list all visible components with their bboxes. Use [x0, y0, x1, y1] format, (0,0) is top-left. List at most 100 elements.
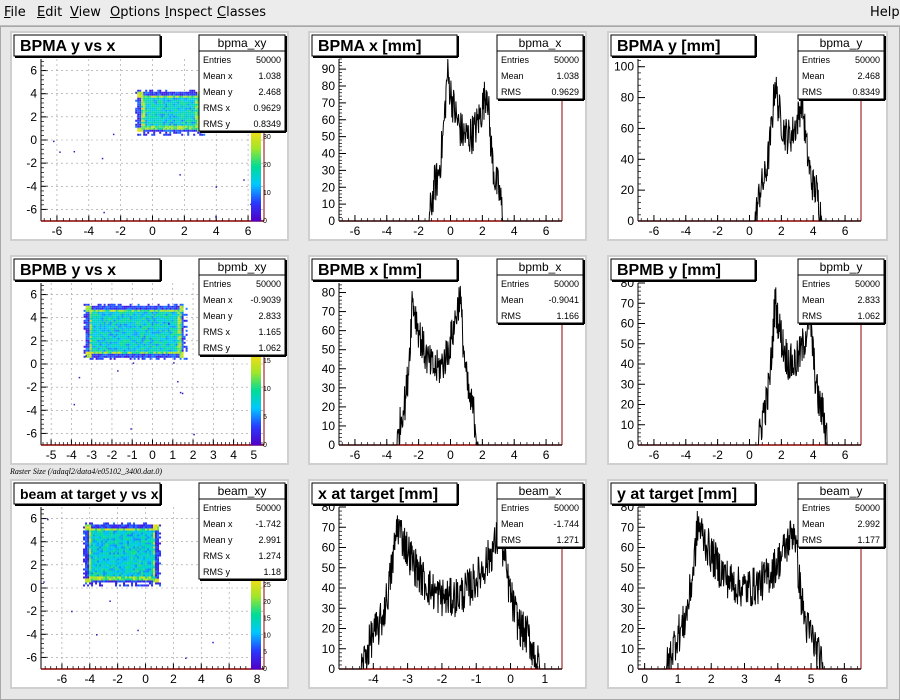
- heatmap-cell: [173, 337, 176, 340]
- heatmap-cell: [115, 347, 118, 350]
- heatmap-cell: [193, 121, 196, 124]
- heatmap-cell: [91, 353, 94, 356]
- chart-panel-bpma_y[interactable]: -6 -4 -2 0 2 4 6 0 20 40 60 80 100 BPMA y [mm] bpma_y E…: [607, 31, 888, 241]
- heatmap-cell: [87, 307, 90, 310]
- heatmap-cell: [151, 107, 154, 110]
- heatmap-cell: [137, 321, 140, 324]
- x-tick-label: -1: [127, 448, 138, 462]
- heatmap-cell: [169, 333, 172, 336]
- heatmap-cell: [123, 353, 126, 356]
- heatmap-cell: [125, 315, 128, 318]
- heatmap-cell: [193, 113, 196, 116]
- heatmap-cell: [153, 321, 156, 324]
- heatmap-cell: [181, 133, 184, 136]
- heatmap-cell: [173, 121, 176, 124]
- heatmap-outlier: [173, 362, 175, 364]
- heatmap-cell: [131, 576, 134, 579]
- heatmap-cell: [123, 542, 126, 545]
- chart-panel-bpmb_y[interactable]: -6 -4 -2 0 2 4 6 0 10 20 30 40 50 60 70 80 BPMB y [mm] bp…: [607, 255, 888, 465]
- heatmap-cell: [105, 528, 108, 531]
- heatmap-cell: [179, 353, 182, 356]
- heatmap-cell: [133, 574, 136, 577]
- heatmap-cell: [87, 526, 90, 529]
- heatmap-cell: [133, 536, 136, 539]
- heatmap-cell: [149, 574, 152, 577]
- heatmap-cell: [93, 554, 96, 557]
- heatmap-cell: [147, 131, 150, 134]
- heatmap-cell: [127, 540, 130, 543]
- heatmap-cell: [167, 319, 170, 322]
- chart-panel-bpma_x[interactable]: -6 -4 -2 0 2 4 6 0 10 20 30 40 50 60 70 80 90 BPMA x [mm]…: [308, 31, 587, 241]
- heatmap-cell: [145, 552, 148, 555]
- heatmap-cell: [157, 107, 160, 110]
- heatmap-cell: [157, 333, 160, 336]
- palette-segment: [251, 595, 261, 599]
- heatmap-cell: [139, 323, 142, 326]
- menu-inspect[interactable]: Inspect: [165, 5, 213, 20]
- heatmap-cell: [145, 105, 148, 108]
- heatmap-cell: [147, 546, 150, 549]
- heatmap-cell: [167, 111, 170, 114]
- heatmap-cell: [123, 576, 126, 579]
- heatmap-cell: [183, 103, 186, 106]
- heatmap-cell: [177, 339, 180, 342]
- heatmap-cell: [175, 309, 178, 312]
- heatmap-cell: [107, 339, 110, 342]
- stats-box: [797, 258, 885, 324]
- heatmap-cell: [141, 536, 144, 539]
- palette-segment: [251, 428, 261, 432]
- heatmap-cell: [179, 119, 182, 122]
- heatmap-cell: [175, 321, 178, 324]
- heatmap-cell: [139, 568, 142, 571]
- heatmap-cell: [85, 570, 88, 573]
- heatmap-cell: [113, 339, 116, 342]
- heatmap-cell: [105, 339, 108, 342]
- heatmap-cell: [147, 562, 150, 565]
- heatmap-cell: [123, 566, 126, 569]
- chart-panel-beam_y[interactable]: 0 1 2 3 4 5 6 0 10 20 30 40 50 60 70 80 y at target [mm]…: [607, 479, 888, 689]
- heatmap-cell: [103, 331, 106, 334]
- heatmap-cell: [93, 580, 96, 583]
- heatmap-cell: [135, 309, 138, 312]
- heatmap-cell: [147, 550, 150, 553]
- y-tick-label: 20: [322, 400, 336, 414]
- heatmap-cell: [135, 321, 138, 324]
- heatmap-cell: [127, 580, 130, 583]
- heatmap-cell: [151, 532, 154, 535]
- stats-name: bpmb_x: [519, 260, 562, 274]
- heatmap-cell: [83, 542, 86, 545]
- chart-panel-bpma_xy[interactable]: -6 -4 -2 0 2 4 6 6 4 2 0 -2 -4 -6 30 20 10 0 BPMA y vs x bp…: [10, 31, 289, 241]
- chart-panel-beam_xy[interactable]: -6 -4 -2 0 2 4 6 8 6 4 2 0 -2 -4 -6 25 20 15 10 5 0 beam at t…: [10, 479, 289, 689]
- menu-edit[interactable]: Edit: [37, 5, 63, 20]
- menu-options[interactable]: Options: [110, 5, 161, 20]
- menu-classes[interactable]: Classes: [217, 5, 266, 20]
- heatmap-cell: [157, 317, 160, 320]
- heatmap-cell: [157, 580, 160, 583]
- chart-panel-bpmb_xy[interactable]: -5 -4 -3 -2 -1 0 1 2 3 4 5 6 4 2 0 -2 -4 -6 15 10 5 0 BPMB y v…: [10, 255, 289, 465]
- menu-file[interactable]: File: [4, 5, 26, 20]
- chart-panel-beam_x[interactable]: -4 -3 -2 -1 0 1 0 10 20 30 40 50 60 70 80 x at target […: [308, 479, 587, 689]
- heatmap-cell: [131, 351, 134, 354]
- heatmap-cell: [95, 524, 98, 527]
- heatmap-cell: [119, 321, 122, 324]
- heatmap-cell: [113, 345, 116, 348]
- heatmap-cell: [111, 548, 114, 551]
- heatmap-cell: [125, 329, 128, 332]
- heatmap-cell: [99, 584, 102, 587]
- heatmap-cell: [117, 566, 120, 569]
- heatmap-cell: [93, 335, 96, 338]
- heatmap-cell: [97, 564, 100, 567]
- heatmap-cell: [181, 107, 184, 110]
- heatmap-cell: [145, 91, 148, 94]
- heatmap-cell: [149, 333, 152, 336]
- heatmap-cell: [89, 560, 92, 563]
- palette-segment: [251, 188, 261, 192]
- chart-panel-bpmb_x[interactable]: -6 -4 -2 0 2 4 6 0 10 20 30 40 50 60 70 80 BPMB x [mm] bp…: [308, 255, 587, 465]
- menu-help[interactable]: Help: [870, 5, 900, 20]
- heatmap-cell: [121, 321, 124, 324]
- heatmap-cell: [173, 129, 176, 132]
- heatmap-cell: [175, 111, 178, 114]
- heatmap-cell: [115, 311, 118, 314]
- heatmap-cell: [155, 317, 158, 320]
- menu-view[interactable]: View: [70, 5, 101, 20]
